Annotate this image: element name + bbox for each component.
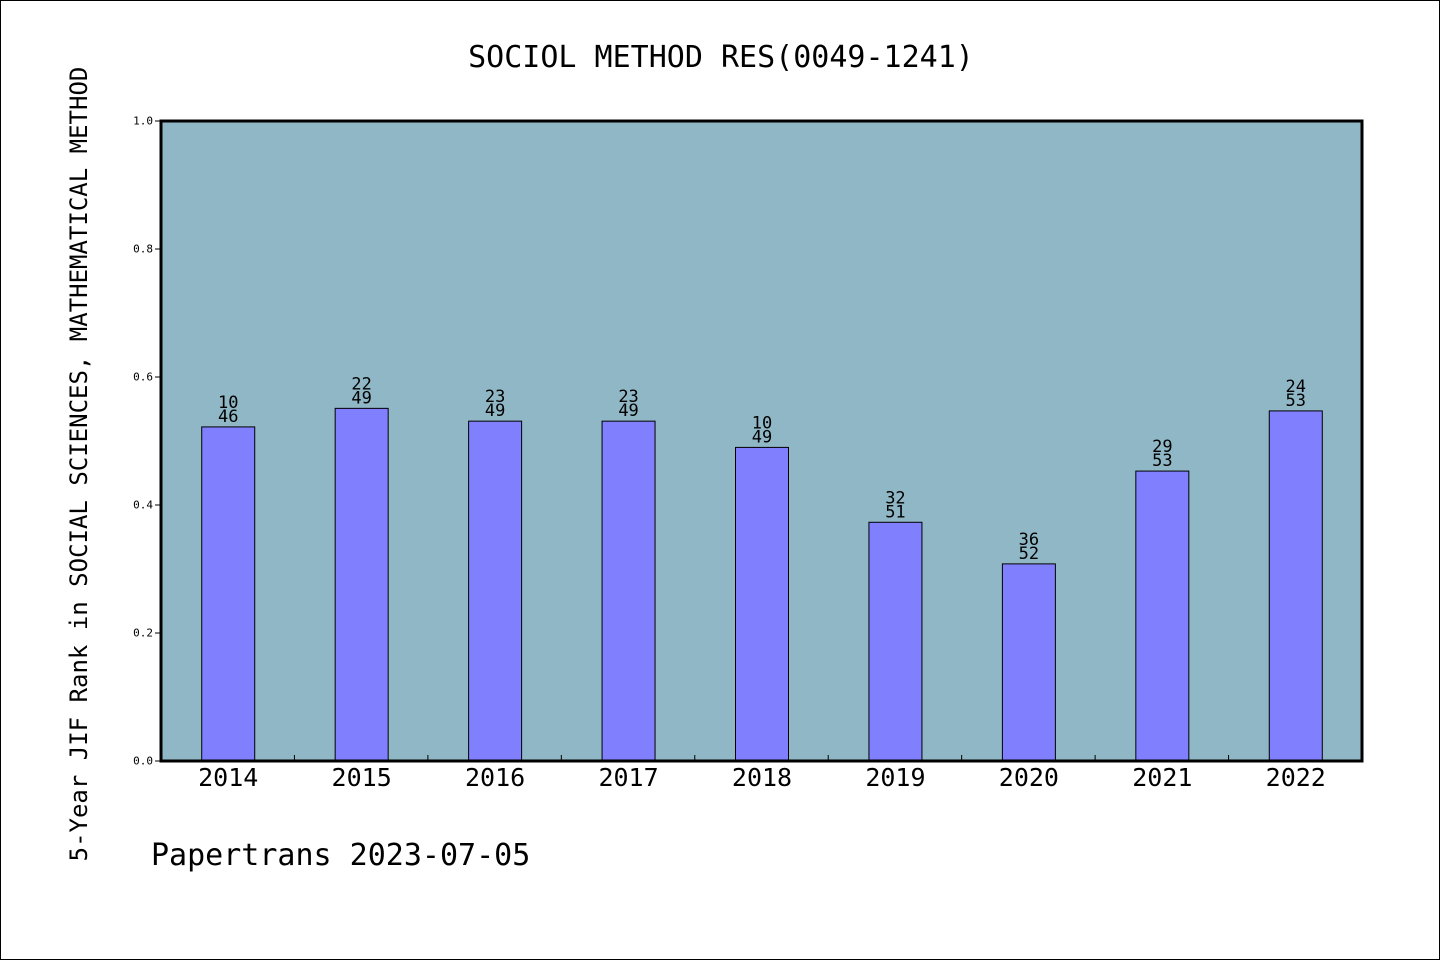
bar-2018 xyxy=(735,446,789,762)
y-tick-label-0: 0.0 xyxy=(133,755,153,768)
bar-rank-2015: 22 xyxy=(351,374,371,394)
bar-total-2017: 49 xyxy=(618,401,638,421)
bar-rank-2019: 32 xyxy=(885,488,905,508)
y-tick-label-1: 0.2 xyxy=(133,627,153,640)
bar-2014 xyxy=(201,426,256,762)
bar-rank-2018: 10 xyxy=(752,413,772,433)
bar-2015 xyxy=(334,407,389,762)
y-tick-label-2: 0.4 xyxy=(133,499,153,512)
bar-rank-2020: 36 xyxy=(1019,530,1039,550)
bar-total-2020: 52 xyxy=(1019,544,1039,564)
bar-2016 xyxy=(468,420,523,762)
chart-title: SOCIOL METHOD RES(0049-1241) xyxy=(468,40,974,75)
bar-2019 xyxy=(868,521,923,762)
x-tick-label-2018: 2018 xyxy=(732,763,792,792)
bar-rank-2017: 23 xyxy=(618,387,638,407)
y-tick-label-5: 1.0 xyxy=(133,115,153,128)
footer-credit: Papertrans 2023-07-05 xyxy=(151,838,530,873)
bar-rank-2022: 24 xyxy=(1286,377,1306,397)
bars xyxy=(201,407,1323,762)
bar-total-2016: 49 xyxy=(485,401,505,421)
bar-2017 xyxy=(601,420,656,762)
x-tick-label-2022: 2022 xyxy=(1266,763,1326,792)
bar-total-2015: 49 xyxy=(351,388,371,408)
y-tick-label-3: 0.6 xyxy=(133,371,153,384)
x-tick-label-2014: 2014 xyxy=(198,763,258,792)
y-axis-ticks: 0.0 0.2 0.4 0.6 0.8 1.0 xyxy=(133,115,161,768)
bar-rank-2021: 29 xyxy=(1152,437,1172,457)
x-tick-label-2019: 2019 xyxy=(865,763,925,792)
bar-rank-2014: 10 xyxy=(218,393,238,413)
x-tick-label-2021: 2021 xyxy=(1132,763,1192,792)
bar-total-2021: 53 xyxy=(1152,451,1172,471)
bar-rank-2016: 23 xyxy=(485,387,505,407)
y-tick-label-4: 0.8 xyxy=(133,243,153,256)
x-tick-label-2017: 2017 xyxy=(598,763,658,792)
bar-2021 xyxy=(1135,470,1190,762)
bar-total-2018: 49 xyxy=(752,427,772,447)
bar-total-2019: 51 xyxy=(885,502,905,522)
bar-total-2014: 46 xyxy=(218,407,238,427)
x-axis-ticks: 2014 2015 2016 2017 2018 2019 2020 2021 2022 xyxy=(198,755,1326,792)
plot-border xyxy=(159,119,1364,763)
bar-2022 xyxy=(1268,410,1323,762)
bar-2020 xyxy=(1001,563,1056,762)
x-tick-label-2016: 2016 xyxy=(465,763,525,792)
y-axis-label: 5-Year JIF Rank in SOCIAL SCIENCES, MATH… xyxy=(65,67,93,862)
bar-total-2022: 53 xyxy=(1286,391,1306,411)
x-tick-label-2015: 2015 xyxy=(332,763,392,792)
x-tick-label-2020: 2020 xyxy=(999,763,1059,792)
